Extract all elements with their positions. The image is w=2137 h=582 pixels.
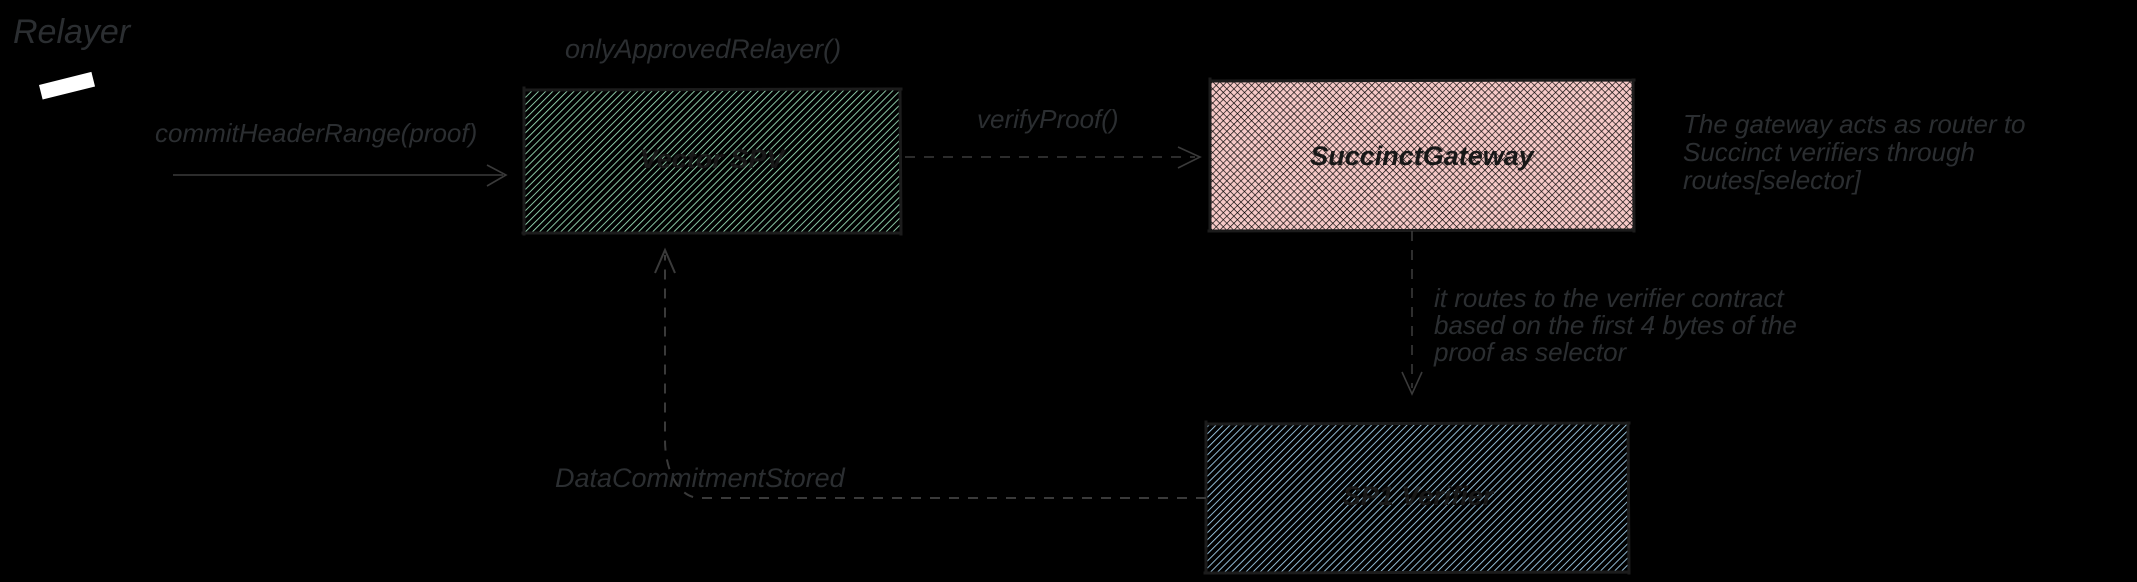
svg-text:SuccinctGateway: SuccinctGateway [1310, 141, 1536, 171]
svg-text:onlyApprovedRelayer(): onlyApprovedRelayer() [565, 34, 841, 64]
svg-text:SP1 Verifier: SP1 Verifier [1343, 481, 1495, 511]
svg-text:based on the first 4 bytes of: based on the first 4 bytes of the [1434, 310, 1797, 340]
svg-text:Relayer: Relayer [13, 13, 132, 51]
svg-text:it routes to the verifier cont: it routes to the verifier contract [1434, 283, 1785, 313]
svg-text:Succinct verifiers through: Succinct verifiers through [1683, 137, 1975, 167]
svg-text:Vector SPV: Vector SPV [640, 144, 787, 174]
svg-text:The gateway acts as router to: The gateway acts as router to [1683, 109, 2026, 139]
svg-text:commitHeaderRange(proof): commitHeaderRange(proof) [155, 118, 477, 148]
svg-text:DataCommitmentStored: DataCommitmentStored [555, 463, 846, 493]
svg-text:proof as selector: proof as selector [1433, 337, 1628, 367]
svg-text:verifyProof(): verifyProof() [977, 104, 1119, 134]
svg-text:routes[selector]: routes[selector] [1683, 165, 1862, 195]
